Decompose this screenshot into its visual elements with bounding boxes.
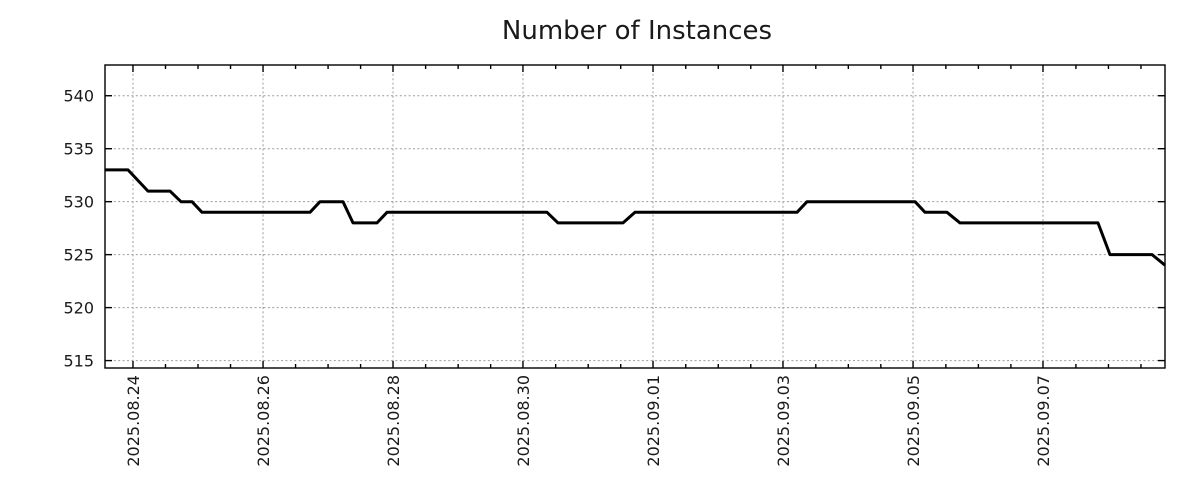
x-tick-label: 2025.08.24 bbox=[124, 375, 143, 467]
y-tick-label: 525 bbox=[63, 246, 94, 265]
x-tick-label: 2025.09.01 bbox=[644, 375, 663, 467]
y-tick-label: 520 bbox=[63, 299, 94, 318]
x-tick-label: 2025.09.07 bbox=[1034, 375, 1053, 467]
chart-title: Number of Instances bbox=[502, 16, 772, 46]
y-tick-label: 540 bbox=[63, 87, 94, 106]
x-tick-label: 2025.09.05 bbox=[904, 375, 923, 467]
x-tick-label: 2025.08.28 bbox=[384, 375, 403, 467]
y-tick-label: 515 bbox=[63, 352, 94, 371]
x-tick-label: 2025.09.03 bbox=[774, 375, 793, 467]
plot-border bbox=[104, 64, 1166, 369]
x-tick-label: 2025.08.26 bbox=[254, 375, 273, 467]
y-tick-label: 530 bbox=[63, 193, 94, 212]
data-line-instances bbox=[105, 168, 1166, 267]
x-tick-label: 2025.08.30 bbox=[514, 375, 533, 467]
y-tick-label: 535 bbox=[63, 140, 94, 159]
